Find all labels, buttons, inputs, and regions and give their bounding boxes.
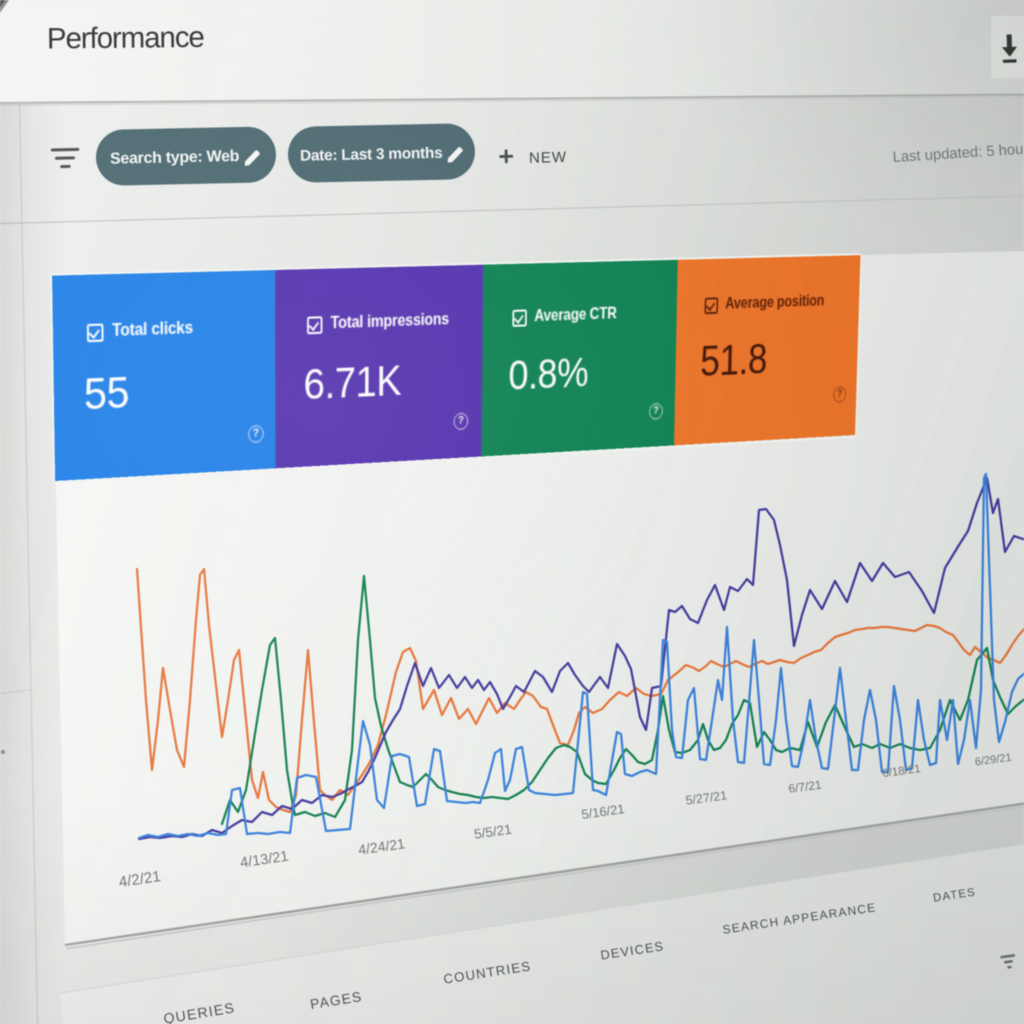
svg-text:4/24/21: 4/24/21 [357,835,406,858]
svg-text:6/18/21: 6/18/21 [882,763,922,780]
svg-text:NEW: NEW [529,149,567,167]
svg-text:6/7/21: 6/7/21 [788,778,823,796]
svg-text:5/27/21: 5/27/21 [685,788,728,807]
svg-text:Performance: Performance [47,21,205,56]
svg-text:4/13/21: 4/13/21 [239,849,290,872]
svg-text:Date: Last 3 months: Date: Last 3 months [300,145,443,165]
svg-text:Search type: Web: Search type: Web [110,148,240,168]
svg-text:5/5/21: 5/5/21 [473,822,513,842]
svg-text:4/2/21: 4/2/21 [118,868,162,891]
svg-text:6/29/21: 6/29/21 [974,752,1012,769]
svg-text:5/16/21: 5/16/21 [580,801,625,822]
